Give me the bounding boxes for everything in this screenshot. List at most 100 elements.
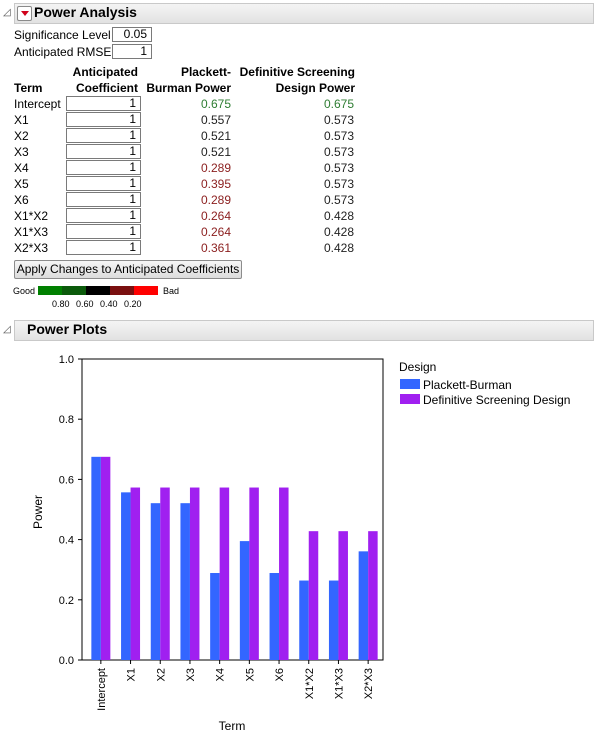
term-label: X2*X3 [14, 241, 49, 255]
significance-level-input[interactable]: 0.05 [112, 27, 152, 42]
red-triangle-menu-icon[interactable] [17, 6, 32, 21]
pb-power-value: 0.521 [200, 145, 231, 159]
power-analysis-title: Power Analysis [34, 4, 137, 20]
term-label: X6 [14, 193, 29, 207]
pb-power-value: 0.557 [200, 113, 231, 127]
color-scale-tick: 0.40 [100, 299, 118, 309]
pb-power-value: 0.289 [200, 193, 231, 207]
coefficient-input[interactable]: 1 [66, 160, 141, 175]
color-scale-tick: 0.20 [124, 299, 142, 309]
legend-label: Plackett-Burman [423, 378, 512, 392]
dsd-power-value: 0.675 [323, 97, 354, 111]
significance-level-label: Significance Level [14, 28, 111, 42]
pb-power-value: 0.264 [200, 209, 231, 223]
anticipated-rmse-label: Anticipated RMSE [14, 45, 112, 59]
color-scale-swatch [86, 286, 110, 295]
bar-dsd-X5 [249, 487, 259, 660]
bar-plackett-burman-X4 [210, 573, 220, 660]
disclosure-triangle-icon[interactable]: ◿ [3, 324, 11, 335]
coefficient-input[interactable]: 1 [66, 176, 141, 191]
dsd-power-value: 0.573 [323, 177, 354, 191]
pb-power-value: 0.521 [200, 129, 231, 143]
term-label: Intercept [14, 97, 61, 111]
bar-plackett-burman-X1*X2 [299, 580, 309, 660]
dsd-power-value: 0.573 [323, 161, 354, 175]
dsd-power-value: 0.573 [323, 193, 354, 207]
dsd-power-value: 0.573 [323, 113, 354, 127]
y-axis-label: Power [31, 495, 45, 529]
term-label: X4 [14, 161, 29, 175]
bar-dsd-X1*X2 [308, 531, 319, 660]
color-scale-tick: 0.60 [76, 299, 94, 309]
x-tick-label: X4 [215, 668, 227, 681]
apply-changes-button[interactable]: Apply Changes to Anticipated Coefficient… [14, 260, 242, 279]
y-tick-label: 0.6 [59, 474, 74, 486]
x-tick-label: X1*X3 [333, 668, 345, 699]
legend-swatch [400, 379, 420, 389]
pb-power-value: 0.289 [200, 161, 231, 175]
power-plots-header [14, 320, 594, 341]
good-label: Good [13, 286, 36, 296]
coefficient-input[interactable]: 1 [66, 128, 141, 143]
power-analysis-header [14, 3, 594, 24]
bar-plackett-burman-Intercept [91, 456, 101, 660]
color-scale-tick: 0.80 [52, 299, 70, 309]
bar-dsd-X1 [130, 487, 141, 660]
x-tick-label: Intercept [96, 668, 108, 711]
col-header-coefficient: Anticipated Coefficient [72, 65, 138, 95]
coefficient-input[interactable]: 1 [66, 96, 141, 111]
color-scale-swatch [62, 286, 86, 295]
bad-label: Bad [163, 286, 180, 296]
bar-dsd-X1*X3 [338, 531, 348, 660]
term-label: X1*X3 [14, 225, 49, 239]
bar-dsd-X3 [189, 487, 200, 660]
disclosure-triangle-icon[interactable]: ◿ [3, 7, 11, 18]
coefficient-input[interactable]: 1 [66, 240, 141, 255]
pb-power-value: 0.675 [200, 97, 231, 111]
col-header-pb-power: Plackett- Burman Power [146, 65, 231, 95]
color-scale-swatch [110, 286, 134, 295]
color-scale-swatch [134, 286, 158, 295]
x-tick-label: X1*X2 [304, 668, 316, 699]
coefficient-input[interactable]: 1 [66, 144, 141, 159]
bar-plackett-burman-X2 [150, 503, 161, 660]
dsd-power-value: 0.573 [323, 129, 354, 143]
anticipated-rmse-input[interactable]: 1 [112, 44, 152, 59]
y-tick-label: 0.8 [59, 414, 74, 426]
power-bar-chart: 0.0 0.2 0.4 0.6 0.8 1.0 Intercept X1 X2 X3 X4 X5 X6… [31, 354, 570, 733]
term-label: X2 [14, 129, 29, 143]
coefficient-input[interactable]: 1 [66, 224, 141, 239]
term-label: X3 [14, 145, 29, 159]
pb-power-value: 0.395 [200, 177, 231, 191]
legend-title: Design [399, 360, 436, 374]
x-axis-label: Term [219, 719, 246, 733]
bar-dsd-Intercept [100, 456, 111, 660]
pb-power-value: 0.361 [200, 241, 231, 255]
coefficient-input[interactable]: 1 [66, 208, 141, 223]
y-tick-label: 1.0 [59, 354, 74, 366]
legend-swatch [400, 394, 420, 404]
x-tick-label: X6 [274, 668, 286, 681]
y-tick-label: 0.2 [59, 595, 74, 607]
color-scale-swatch [38, 286, 62, 295]
x-tick-label: X2 [155, 668, 167, 681]
coefficient-input[interactable]: 1 [66, 192, 141, 207]
bar-dsd-X2 [160, 487, 170, 660]
dsd-power-value: 0.573 [323, 145, 354, 159]
x-tick-label: X2*X3 [363, 668, 375, 699]
bar-plackett-burman-X5 [239, 541, 250, 660]
dsd-power-value: 0.428 [323, 241, 354, 255]
col-header-dsd-power: Definitive Screening Design Power [239, 65, 355, 95]
pb-power-value: 0.264 [200, 225, 231, 239]
bar-plackett-burman-X6 [269, 573, 280, 660]
dsd-power-value: 0.428 [323, 209, 354, 223]
term-label: X1 [14, 113, 29, 127]
coefficient-input[interactable]: 1 [66, 112, 141, 127]
dsd-power-value: 0.428 [323, 225, 354, 239]
x-tick-label: X5 [244, 668, 256, 681]
power-plots-title: Power Plots [27, 321, 108, 337]
term-label: X5 [14, 177, 29, 191]
y-tick-label: 0.4 [59, 535, 74, 547]
col-header-term: Term [14, 81, 43, 95]
legend-label: Definitive Screening Design [423, 393, 570, 407]
